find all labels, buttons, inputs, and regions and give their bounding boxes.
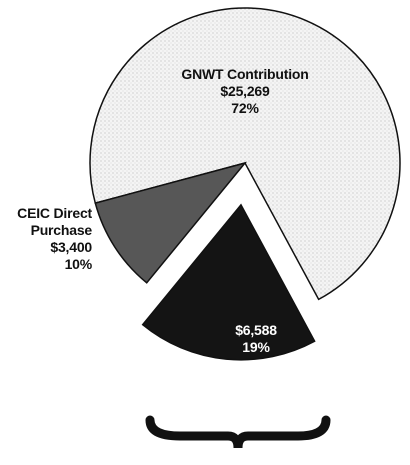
- slice-name: CEIC Direct Purchase: [17, 205, 92, 238]
- slice: [94, 161, 248, 284]
- slice-amount: $3,400: [50, 239, 92, 255]
- slice-name: GNWT Contribution: [181, 66, 309, 82]
- slice-amount: $6,588: [235, 322, 277, 338]
- pie: [89, 7, 401, 365]
- slice: [141, 203, 316, 361]
- slice-label: CEIC Direct Purchase $3,400 10%: [10, 205, 92, 273]
- slice-percent: 72%: [231, 100, 259, 116]
- slice-percent: 19%: [242, 339, 270, 355]
- slice-percent: 10%: [64, 256, 93, 272]
- slice-amount: $25,269: [220, 83, 270, 99]
- brace: [145, 415, 331, 449]
- slice-label: $6,588 19%: [176, 322, 336, 356]
- slice: [89, 7, 401, 301]
- slice-label: GNWT Contribution $25,269 72%: [165, 66, 325, 117]
